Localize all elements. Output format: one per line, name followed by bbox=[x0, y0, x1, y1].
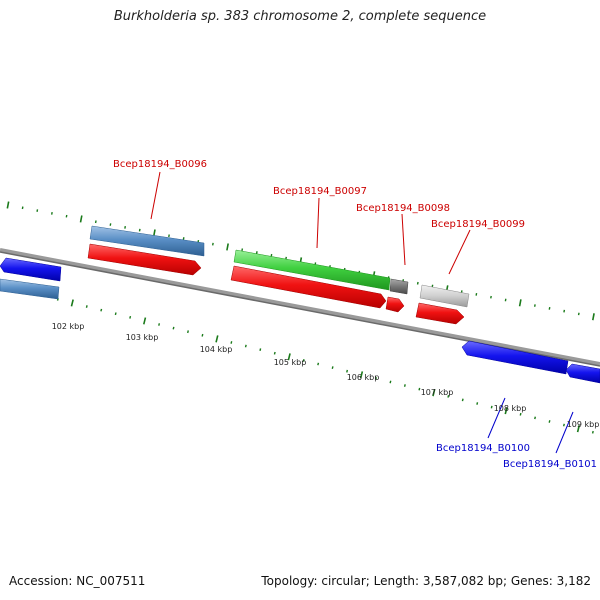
gene-b0096-feature[interactable] bbox=[89, 225, 205, 257]
tick-label: 103 kbp bbox=[126, 333, 159, 342]
cds-b0098-arrow[interactable] bbox=[385, 296, 405, 313]
gene-label-b0097[interactable]: Bcep18194_B0097 bbox=[273, 186, 367, 197]
map-title: Burkholderia sp. 383 chromosome 2, compl… bbox=[113, 9, 487, 24]
ruler-major-tick bbox=[142, 317, 147, 325]
tick-label: 106 kbp bbox=[347, 373, 380, 382]
tick-label: 109 kbp bbox=[567, 420, 600, 429]
ruler-minor-tick bbox=[114, 312, 117, 316]
ruler-minor-tick bbox=[172, 326, 175, 330]
ruler-major-tick bbox=[287, 353, 291, 361]
gene-label-b0099[interactable]: Bcep18194_B0099 bbox=[431, 219, 525, 230]
gene-label-b0101[interactable]: Bcep18194_B0101 bbox=[503, 459, 597, 470]
tick-label: 102 kbp bbox=[52, 322, 85, 331]
ruler-minor-tick bbox=[201, 333, 204, 337]
tick-label: 107 kbp bbox=[421, 388, 454, 397]
ruler-minor-tick bbox=[346, 369, 349, 373]
ruler-minor-tick bbox=[259, 348, 262, 352]
gene-label-b0100[interactable]: Bcep18194_B0100 bbox=[436, 443, 530, 454]
ruler-minor-tick bbox=[158, 323, 161, 326]
ruler-minor-tick bbox=[562, 423, 565, 427]
genome-summary-text: Topology: circular; Length: 3,587,082 bp… bbox=[261, 574, 591, 588]
ruler-minor-tick bbox=[490, 405, 493, 409]
tick-label: 105 kbp bbox=[274, 358, 307, 367]
gene-b0098-feature[interactable] bbox=[389, 278, 409, 295]
cds-b0097-arrow[interactable] bbox=[230, 265, 387, 309]
ruler-major-tick bbox=[215, 335, 219, 343]
ruler-minor-tick bbox=[331, 366, 334, 369]
ruler-minor-tick bbox=[100, 308, 103, 312]
gene-b0099-feature[interactable] bbox=[419, 284, 470, 308]
backbone-shadow bbox=[0, 251, 600, 367]
gene-b0097-feature[interactable] bbox=[233, 249, 391, 291]
ruler-major-tick bbox=[504, 407, 508, 415]
ruler-minor-tick bbox=[273, 351, 276, 355]
kbp-tick-labels: 102 kbp 103 kbp 104 kbp 105 kbp 106 kbp … bbox=[52, 322, 600, 429]
ruler-minor-tick bbox=[317, 362, 320, 366]
ruler-minor-tick bbox=[244, 344, 247, 348]
ruler-minor-tick bbox=[591, 430, 594, 434]
gene-left-blue-arrow[interactable] bbox=[0, 257, 62, 282]
cds-b0099-arrow[interactable] bbox=[415, 302, 465, 325]
label-leader-lines bbox=[150, 171, 574, 454]
ruler-minor-tick bbox=[302, 359, 305, 362]
ruler-major-tick bbox=[226, 243, 229, 251]
ruler-major-tick bbox=[576, 425, 581, 433]
tick-label: 104 kbp bbox=[200, 345, 233, 354]
gene-label-b0098[interactable]: Bcep18194_B0098 bbox=[356, 203, 450, 214]
ruler-minor-tick bbox=[129, 315, 132, 319]
ruler-minor-tick bbox=[476, 402, 479, 405]
backbone-line bbox=[0, 248, 600, 366]
ruler-major-tick bbox=[70, 299, 74, 307]
ruler-minor-tick bbox=[519, 412, 522, 416]
accession-text: Accession: NC_007511 bbox=[9, 574, 146, 588]
ruler-minor-tick bbox=[230, 341, 233, 344]
ruler-major-tick bbox=[432, 389, 436, 397]
cds-b0096-arrow[interactable] bbox=[87, 243, 202, 276]
ruler-minor-tick bbox=[85, 305, 88, 308]
ruler-minor-tick bbox=[403, 384, 406, 387]
ruler-major-tick bbox=[359, 371, 364, 379]
gene-b0101-arrow[interactable] bbox=[565, 363, 600, 384]
ruler-minor-tick bbox=[548, 420, 551, 423]
gene-label-b0096[interactable]: Bcep18194_B0096 bbox=[113, 159, 207, 170]
ruler-minor-tick bbox=[418, 387, 421, 391]
ruler-major-tick bbox=[518, 299, 522, 307]
ruler-minor-tick bbox=[187, 330, 189, 334]
ruler-major-tick bbox=[591, 313, 595, 321]
ruler-minor-tick bbox=[534, 416, 537, 420]
ruler-major-tick bbox=[6, 201, 10, 209]
ruler-minor-tick bbox=[389, 380, 392, 384]
gene-b0100-arrow[interactable] bbox=[461, 340, 569, 375]
ruler-major-tick bbox=[79, 215, 83, 223]
ruler-minor-tick bbox=[374, 376, 377, 380]
ruler-minor-tick bbox=[461, 398, 464, 402]
tick-label: 108 kbp bbox=[494, 404, 527, 413]
gene-left-steel-feature[interactable] bbox=[0, 278, 60, 300]
ruler-minor-tick bbox=[447, 394, 450, 398]
